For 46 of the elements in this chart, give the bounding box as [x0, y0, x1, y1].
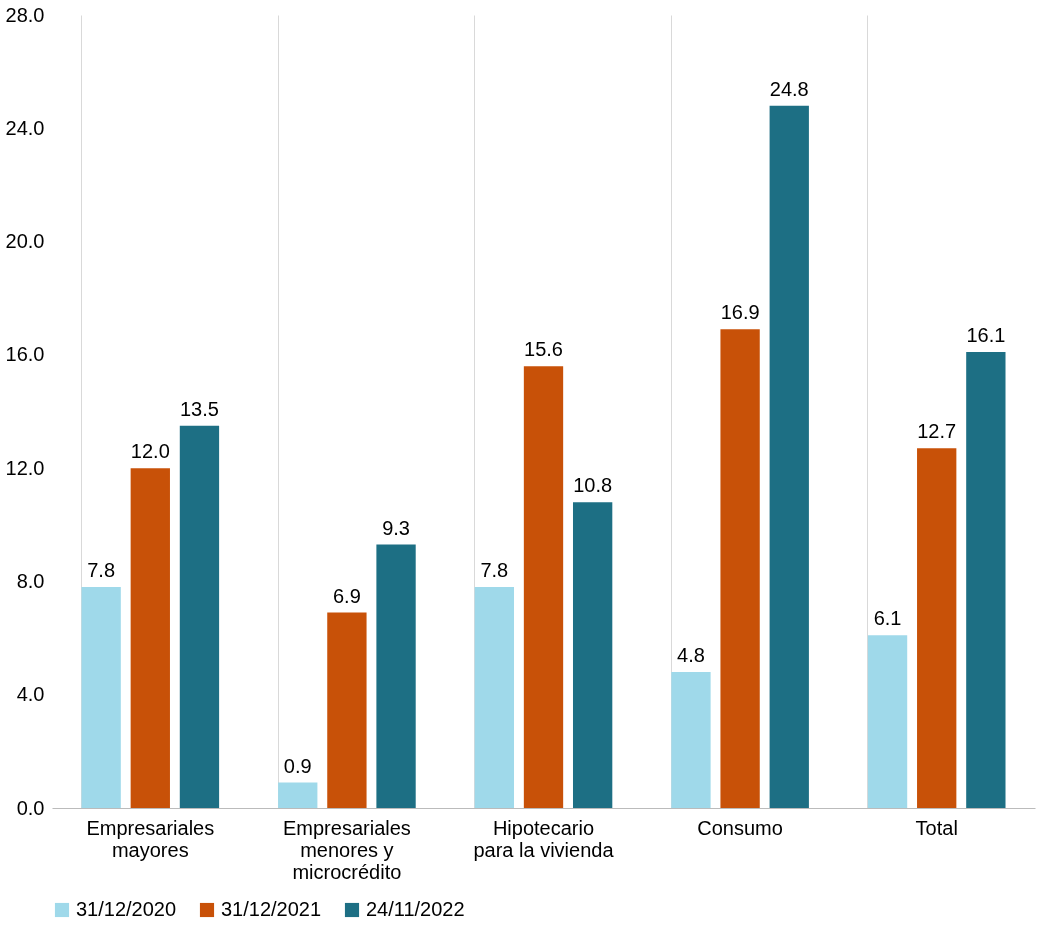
legend-label: 31/12/2021	[221, 898, 322, 920]
legend-label: 31/12/2020	[76, 898, 177, 920]
bar	[966, 352, 1006, 808]
y-tick-label: 8.0	[16, 569, 45, 592]
data-label: 7.8	[87, 559, 116, 582]
y-tick-label: 28.0	[5, 3, 45, 26]
data-label: 0.9	[283, 754, 312, 777]
data-label: 16.9	[720, 301, 760, 324]
legend-label: 24/11/2022	[366, 898, 465, 920]
data-label: 16.1	[966, 324, 1006, 347]
y-tick-label: 16.0	[5, 343, 45, 366]
y-tick-label: 24.0	[5, 116, 45, 139]
data-label: 4.8	[677, 644, 705, 667]
data-label: 7.8	[480, 559, 509, 582]
data-label: 13.5	[179, 397, 219, 420]
bar	[278, 782, 318, 808]
y-tick-label: 4.0	[16, 683, 45, 706]
y-tick-label: 0.0	[16, 796, 45, 819]
bar	[474, 587, 515, 808]
bar	[671, 672, 711, 808]
bar	[867, 635, 908, 808]
data-label: 9.3	[382, 516, 410, 539]
bar	[917, 448, 957, 808]
data-label: 12.0	[130, 440, 170, 463]
y-tick-label: 20.0	[5, 230, 45, 253]
y-tick-label: 12.0	[5, 456, 45, 479]
bar	[130, 468, 170, 808]
data-label: 6.9	[332, 584, 361, 607]
data-label: 10.8	[573, 474, 613, 497]
bar	[523, 366, 564, 808]
data-label: 24.8	[769, 77, 809, 100]
bar	[720, 329, 760, 808]
data-label: 15.6	[524, 338, 563, 361]
data-label: 12.7	[917, 420, 957, 443]
bar	[376, 544, 416, 808]
bar	[572, 502, 613, 808]
bar	[179, 425, 220, 808]
bar	[769, 105, 809, 808]
x-tick-label: Empresariales mayores	[86, 816, 215, 861]
x-tick-label: Total	[915, 816, 958, 839]
x-tick-label: Hipotecario para la vivienda	[473, 816, 615, 861]
bar	[327, 612, 367, 808]
data-label: 6.1	[873, 607, 902, 630]
bar	[81, 587, 121, 808]
x-tick-label: Consumo	[697, 816, 783, 839]
x-tick-label: Empresariales menores y microcrédito	[282, 816, 411, 883]
